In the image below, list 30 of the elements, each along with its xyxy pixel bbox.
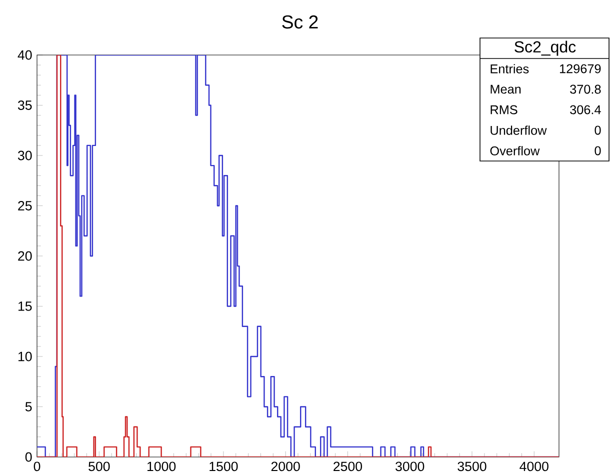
text: 0	[594, 146, 601, 156]
y-tick-label: 0	[25, 452, 32, 462]
y-tick-label: 15	[18, 302, 32, 311]
x-tick-label: 3000	[396, 462, 424, 472]
x-tick-label: 4000	[520, 462, 548, 472]
annotation: Sc2_qdc	[514, 40, 576, 56]
x-tick-label: 1500	[210, 462, 238, 472]
x-tick-label: 0	[34, 462, 40, 472]
annotation: RMS	[490, 105, 518, 114]
y-tick-label: 20	[18, 251, 32, 261]
y-tick-label: 35	[18, 100, 32, 110]
annotation: Mean	[490, 84, 521, 94]
annotation: Overflow	[490, 146, 540, 156]
text: 0	[594, 126, 601, 135]
x-tick-label: 1000	[147, 462, 176, 472]
chart-title: Sc 2	[282, 15, 318, 29]
x-tick-label: 500	[88, 462, 110, 472]
text: 129679	[560, 64, 601, 74]
y-tick-label: 10	[18, 352, 32, 362]
annotation: Underflow	[490, 126, 547, 135]
x-tick-label: 3500	[458, 462, 486, 472]
y-tick-label: 30	[18, 150, 32, 160]
annotation: Entries	[490, 64, 529, 74]
y-tick-label: 5	[25, 402, 32, 412]
y-tick-label: 25	[18, 201, 32, 210]
text: 370.8	[570, 84, 601, 94]
x-tick-label: 2000	[271, 462, 300, 472]
y-tick-label: 40	[18, 50, 32, 60]
x-tick-label: 2500	[334, 462, 362, 472]
text: 306.4	[570, 105, 601, 114]
